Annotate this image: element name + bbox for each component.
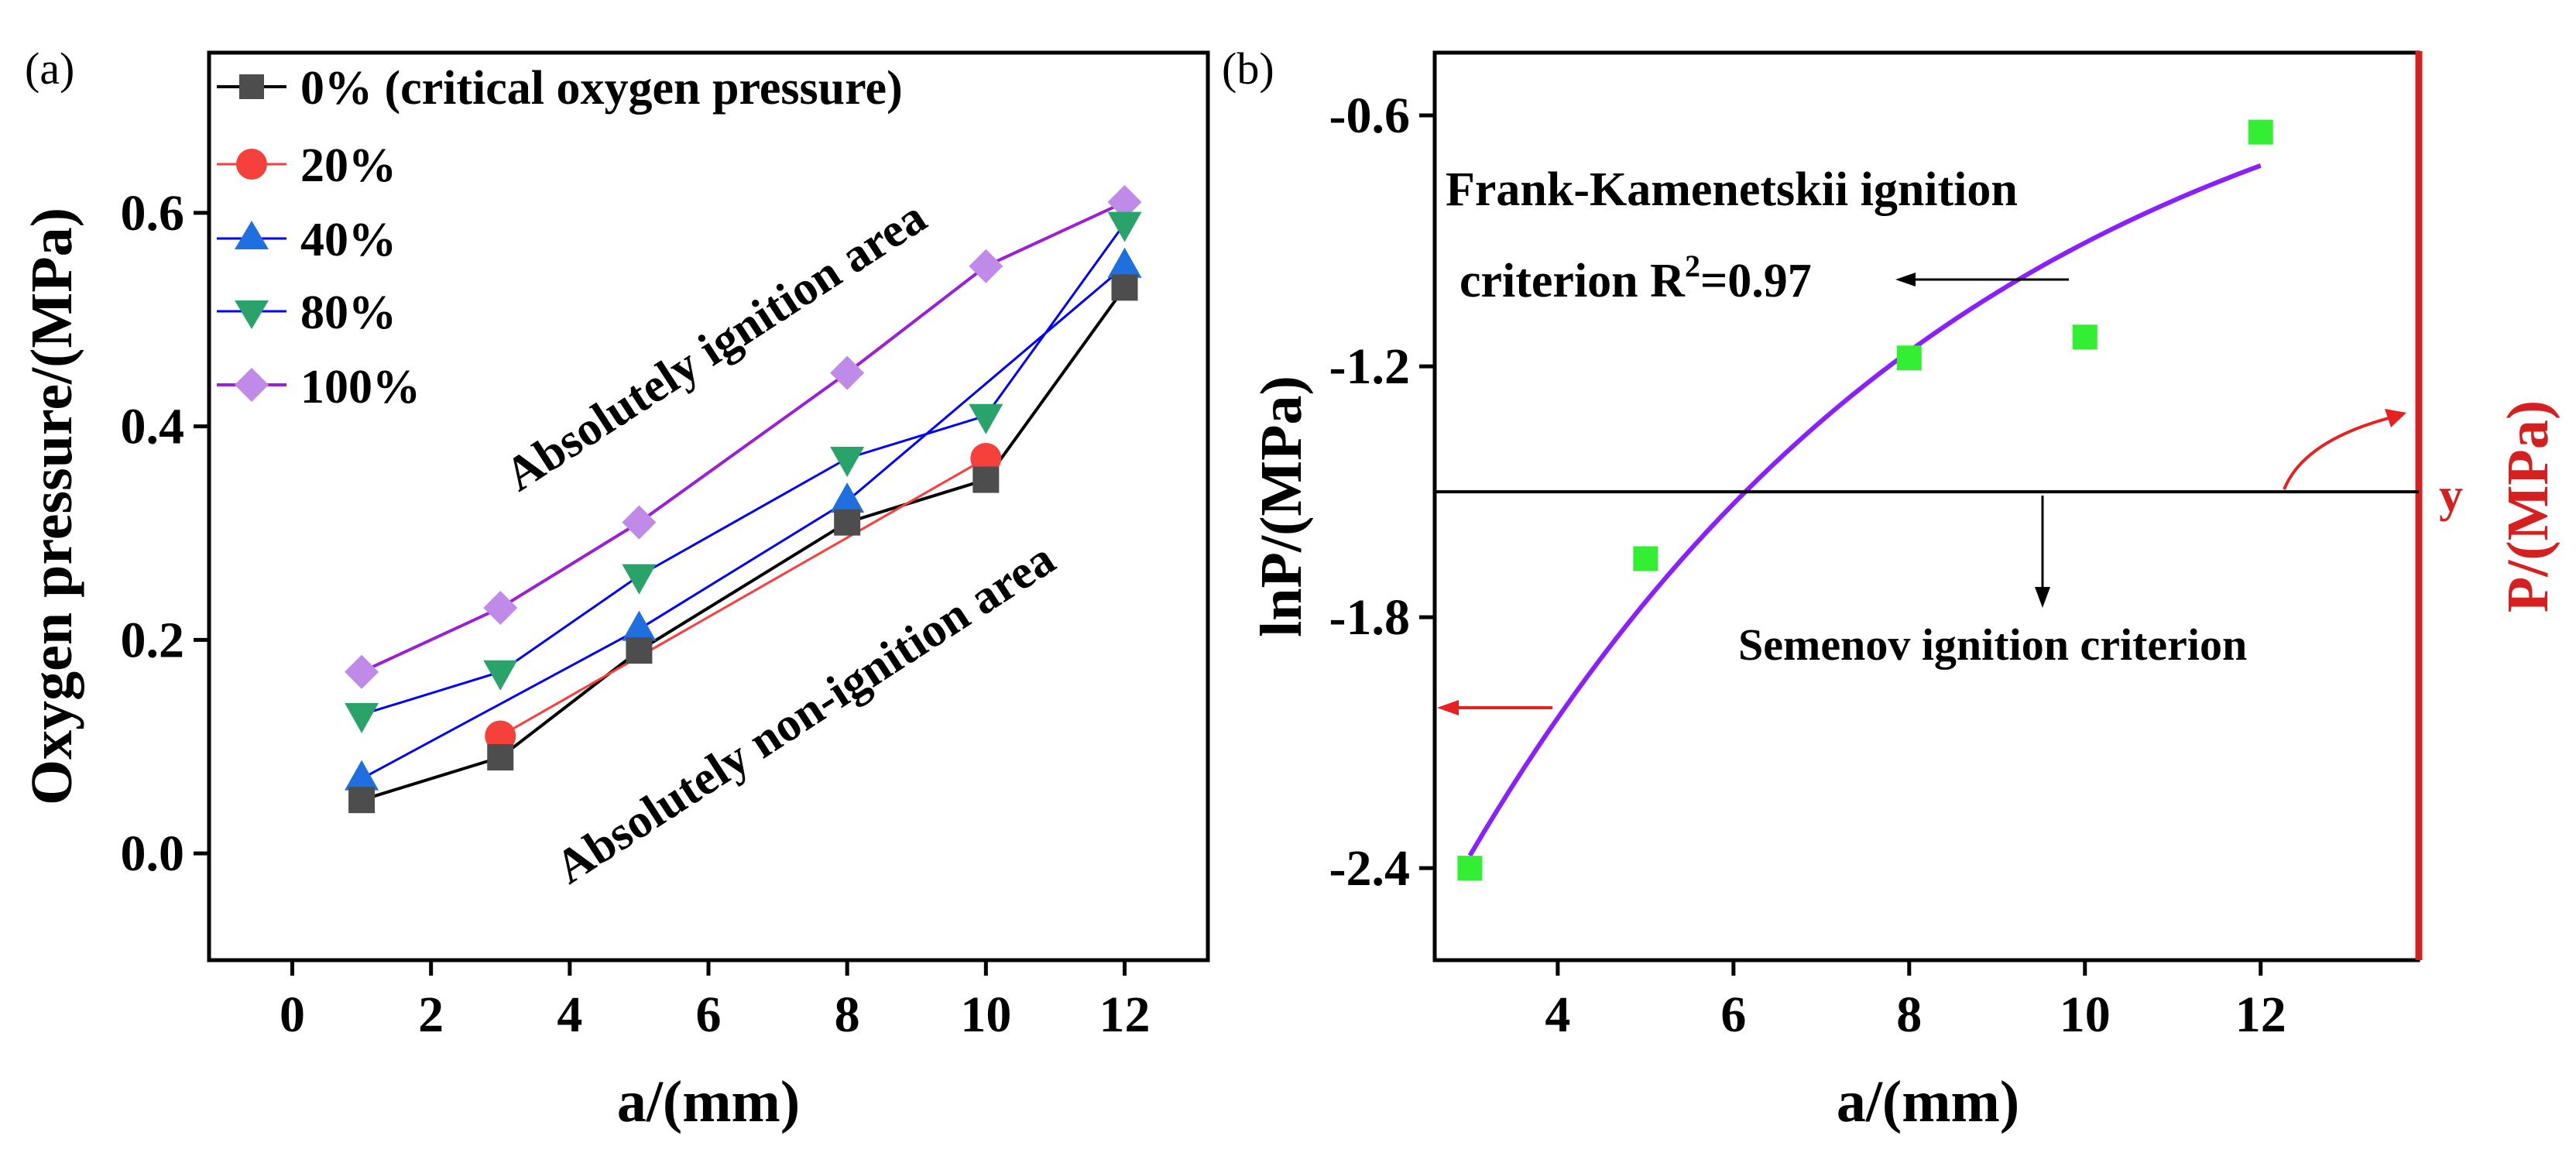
x-tick-label: 2 bbox=[418, 986, 444, 1043]
legend-entry-3: 80% bbox=[217, 286, 396, 339]
y-tick-label: -2.4 bbox=[1329, 840, 1410, 897]
series-4-marker bbox=[345, 654, 379, 689]
series-3-marker bbox=[1107, 211, 1142, 242]
x-tick-label: 12 bbox=[2235, 986, 2286, 1043]
x-tick-label: 6 bbox=[696, 986, 722, 1043]
y-tick-label: 0.2 bbox=[121, 612, 185, 668]
panel-b-y-axis-title: lnP/(MPa) bbox=[1249, 376, 1314, 637]
series-1-marker bbox=[485, 720, 516, 752]
y-tick-label: -1.8 bbox=[1329, 589, 1410, 646]
x-tick-label: 10 bbox=[960, 986, 1011, 1043]
series-4-marker bbox=[622, 505, 657, 540]
series-0-marker bbox=[348, 787, 376, 814]
series-2-marker bbox=[830, 482, 865, 513]
fk-arrowhead bbox=[1895, 273, 1916, 286]
series-4-marker bbox=[483, 590, 518, 625]
legend-entry-1: 20% bbox=[217, 139, 396, 192]
x-tick-label: 4 bbox=[557, 986, 582, 1043]
series-0-marker bbox=[487, 744, 514, 771]
x-tick-label: 4 bbox=[1545, 986, 1570, 1043]
legend-label-4: 100% bbox=[300, 361, 420, 413]
legend-marker-triangle-down bbox=[235, 300, 269, 329]
data-point bbox=[2072, 324, 2098, 350]
fk-criterion-label-line2: criterion R2=0.97 bbox=[1460, 249, 1812, 307]
panel-b-label: (b) bbox=[1222, 43, 1274, 94]
series-3-marker bbox=[622, 564, 657, 595]
series-line-1 bbox=[499, 457, 987, 737]
series-3-marker bbox=[345, 702, 379, 733]
x-tick-label: 8 bbox=[835, 986, 860, 1043]
legend-marker-triangle-up bbox=[235, 221, 269, 249]
data-point bbox=[2248, 119, 2273, 145]
y-tick-label: -1.2 bbox=[1329, 338, 1410, 395]
series-3-marker bbox=[969, 403, 1003, 434]
y-tick-label: -0.6 bbox=[1329, 87, 1410, 144]
panel-a-x-axis-title: a/(mm) bbox=[617, 1069, 800, 1134]
series-0-marker bbox=[834, 509, 861, 536]
legend-label-2: 40% bbox=[300, 214, 396, 266]
semenov-arrowhead bbox=[2035, 587, 2050, 608]
semenov-criterion-label: Semenov ignition criterion bbox=[1738, 619, 2247, 670]
series-2-marker bbox=[345, 760, 379, 791]
series-1-marker bbox=[970, 442, 1002, 474]
legend-entry-4: 100% bbox=[217, 361, 420, 413]
panel-a-y-axis-title: Oxygen pressure/(MPa) bbox=[19, 208, 84, 805]
legend-entry-0: 0% (critical oxygen pressure) bbox=[217, 62, 903, 115]
legend-label-0: 0% (critical oxygen pressure) bbox=[300, 62, 903, 115]
legend-marker-diamond bbox=[235, 368, 269, 402]
y-tick-label: 0.0 bbox=[121, 825, 185, 882]
series-3-marker bbox=[483, 660, 518, 691]
ignition-area-label: Absolutely ignition area bbox=[496, 190, 936, 502]
panel-a-label: (a) bbox=[25, 43, 74, 94]
x-tick-label: 0 bbox=[280, 986, 305, 1043]
panel-a-legend: 0% (critical oxygen pressure) 20% 40% 80… bbox=[217, 62, 903, 413]
legend-entry-2: 40% bbox=[217, 214, 396, 266]
series-0-marker bbox=[972, 466, 1000, 493]
data-point bbox=[1457, 856, 1483, 881]
series-line-0 bbox=[361, 286, 1127, 802]
legend-label-1: 20% bbox=[300, 139, 396, 192]
series-0-marker bbox=[626, 637, 653, 664]
series-2-marker bbox=[622, 610, 657, 641]
right-axis-y-marker: y bbox=[2439, 469, 2463, 522]
series-3-marker bbox=[830, 446, 865, 477]
series-line-3 bbox=[361, 222, 1126, 716]
right-axis-arrowhead bbox=[2385, 409, 2406, 427]
series-2-marker bbox=[1107, 247, 1142, 278]
x-tick-label: 12 bbox=[1099, 986, 1151, 1043]
series-line-4 bbox=[361, 201, 1126, 674]
series-line-2 bbox=[361, 265, 1126, 780]
y-tick-label: 0.4 bbox=[121, 399, 185, 455]
x-tick-label: 8 bbox=[1896, 986, 1922, 1043]
x-tick-label: 10 bbox=[2060, 986, 2111, 1043]
x-tick-label: 6 bbox=[1720, 986, 1746, 1043]
panel-b-x-axis-title: a/(mm) bbox=[1837, 1069, 2019, 1134]
panel-b-right-axis-title: P/(MPa) bbox=[2495, 400, 2561, 612]
series-4-marker bbox=[969, 249, 1003, 283]
series-4-marker bbox=[830, 355, 865, 390]
y-tick-label: 0.6 bbox=[121, 185, 185, 242]
data-point bbox=[1633, 546, 1658, 571]
series-0-marker bbox=[1111, 274, 1138, 301]
legend-marker-circle bbox=[236, 149, 267, 180]
data-point bbox=[1896, 345, 1922, 371]
legend-marker-square bbox=[239, 74, 264, 99]
left-axis-arrowhead bbox=[1437, 700, 1459, 715]
right-axis-indicator-arrow bbox=[2283, 417, 2389, 490]
legend-label-3: 80% bbox=[300, 286, 396, 339]
fk-criterion-label-line1: Frank-Kamenetskii ignition bbox=[1446, 163, 2018, 216]
fit-curve bbox=[1467, 163, 2262, 857]
series-4-marker bbox=[1107, 185, 1142, 220]
